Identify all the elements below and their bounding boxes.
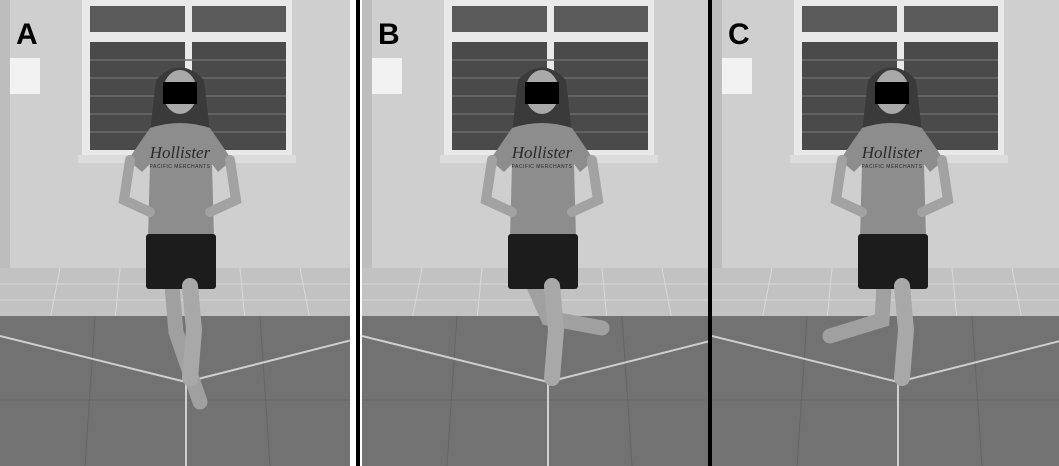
shirt-line: PACIFIC MERCHANTS [862,164,923,170]
shirt-brand: Hollister [149,143,211,162]
photo-panel: Hollister PACIFIC MERCHANTS B [362,0,712,466]
photo: Hollister PACIFIC MERCHANTS [362,0,712,466]
photo: Hollister PACIFIC MERCHANTS [712,0,1059,466]
shirt-line: PACIFIC MERCHANTS [150,164,211,170]
photo: Hollister PACIFIC MERCHANTS [0,0,350,466]
raised-leg [822,278,892,344]
shirt-line: PACIFIC MERCHANTS [512,164,573,170]
divider [356,0,360,466]
panel-label: C [728,18,750,51]
shirt-brand: Hollister [861,143,923,162]
panel-label: A [16,18,38,51]
divider [708,0,712,466]
panel-label: B [378,18,400,51]
photo-panel: Hollister PACIFIC MERCHANTS A [0,0,350,466]
photo-panel: Hollister PACIFIC MERCHANTS C [712,0,1059,466]
shirt-brand: Hollister [511,143,573,162]
